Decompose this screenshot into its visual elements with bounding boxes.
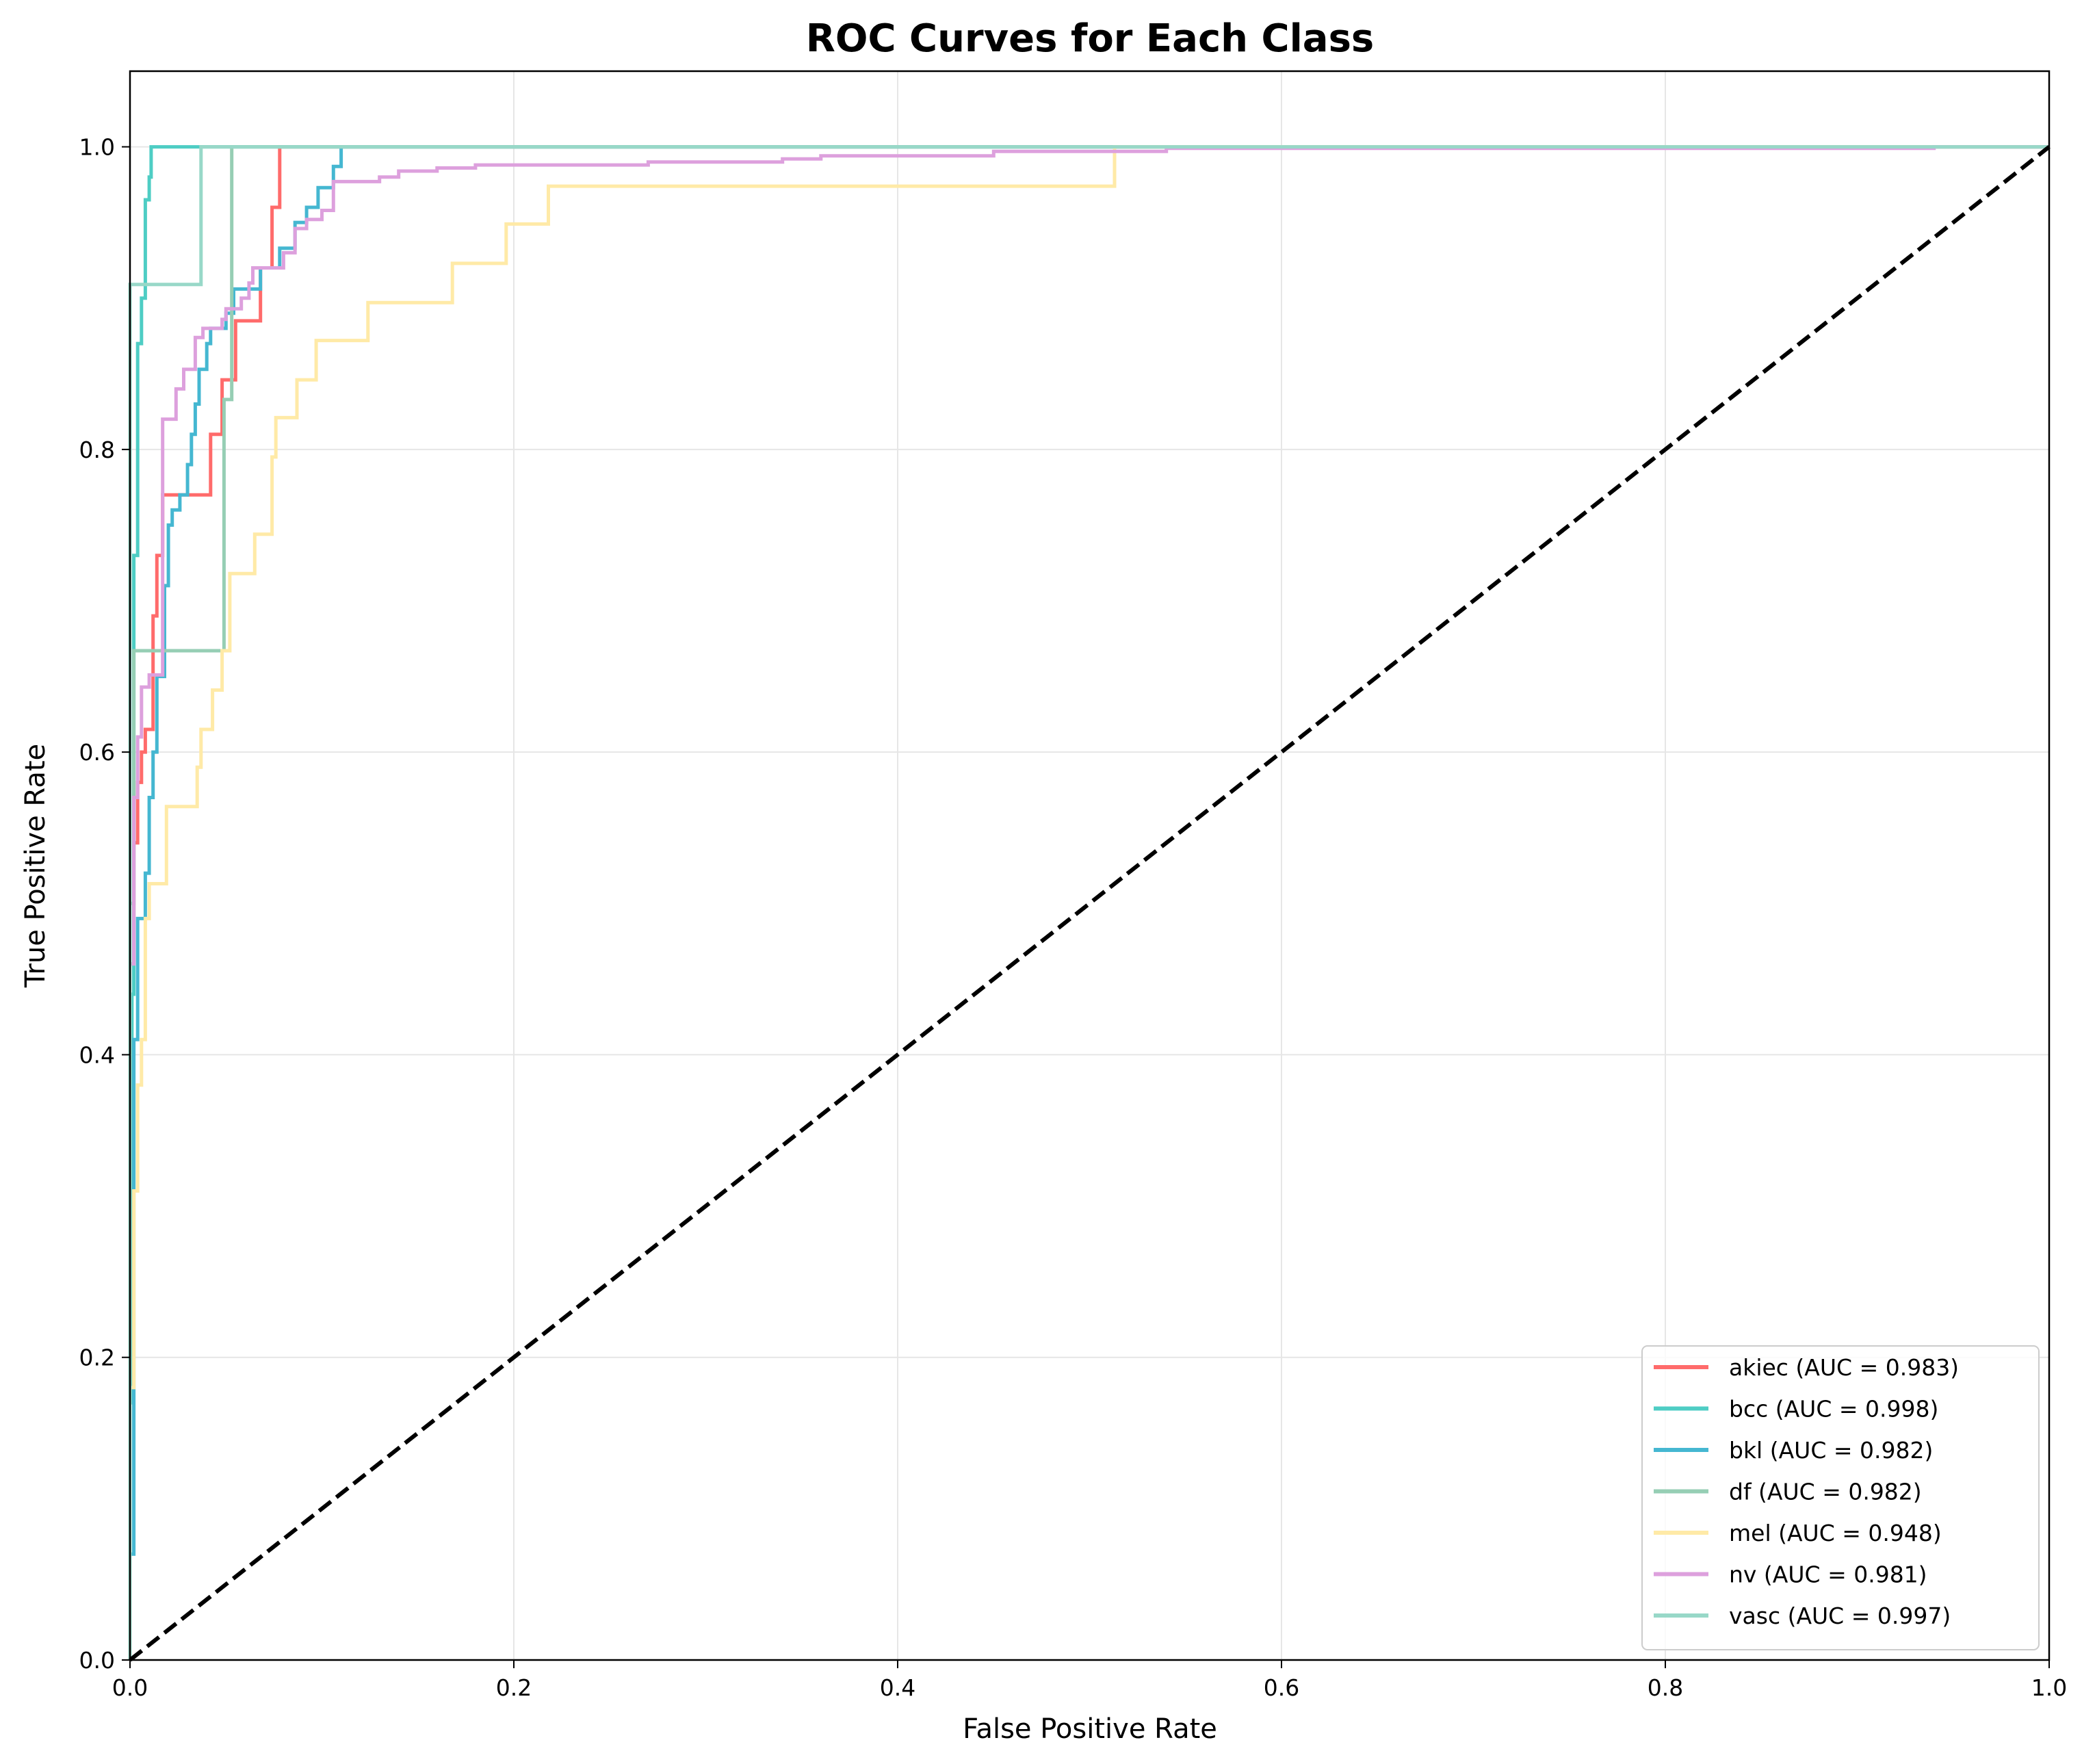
y-tick-label: 0.4	[79, 1041, 115, 1068]
y-tick-label: 0.8	[79, 437, 115, 463]
x-tick-label: 0.6	[1264, 1674, 1299, 1701]
y-tick-label: 0.6	[79, 739, 115, 766]
legend-entry-bkl: bkl (AUC = 0.982)	[1729, 1437, 1933, 1464]
legend: akiec (AUC = 0.983) bcc (AUC = 0.998) bkl …	[1641, 1345, 2040, 1650]
x-tick-label: 0.8	[1648, 1674, 1683, 1701]
roc-curve-mel	[128, 145, 2049, 1660]
legend-entry-mel: mel (AUC = 0.948)	[1729, 1520, 1942, 1546]
diagonal-reference-line	[129, 145, 2051, 1662]
plot-frame	[129, 70, 2051, 1661]
legend-entry-vasc: vasc (AUC = 0.997)	[1729, 1603, 1951, 1629]
roc-curve-bcc	[128, 145, 2049, 1660]
roc-curve-nv	[128, 145, 2049, 1660]
legend-box	[1641, 1345, 2040, 1650]
legend-entry-df: df (AUC = 0.982)	[1729, 1479, 1922, 1505]
y-tick-label: 0.2	[79, 1345, 115, 1371]
y-tick-label: 1.0	[79, 134, 115, 161]
legend-entry-bcc: bcc (AUC = 0.998)	[1729, 1396, 1938, 1423]
x-axis-ticks: 0.0 0.2 0.4 0.6 0.8 1.0	[112, 1660, 2067, 1701]
legend-entry-nv: nv (AUC = 0.981)	[1729, 1561, 1927, 1588]
y-axis-label: True Positive Rate	[20, 744, 51, 988]
x-tick-label: 0.2	[496, 1674, 532, 1701]
x-tick-label: 0.0	[112, 1674, 148, 1701]
x-axis-label: False Positive Rate	[963, 1713, 1217, 1745]
roc-curve-bkl	[128, 145, 2049, 1660]
y-axis-ticks: 0.0 0.2 0.4 0.6 0.8 1.0	[79, 134, 130, 1674]
legend-entry-akiec: akiec (AUC = 0.983)	[1729, 1354, 1959, 1381]
x-tick-label: 0.4	[880, 1674, 915, 1701]
chart-title: ROC Curves for Each Class	[806, 16, 1375, 61]
x-tick-label: 1.0	[2031, 1674, 2067, 1701]
y-tick-label: 0.0	[79, 1647, 115, 1674]
